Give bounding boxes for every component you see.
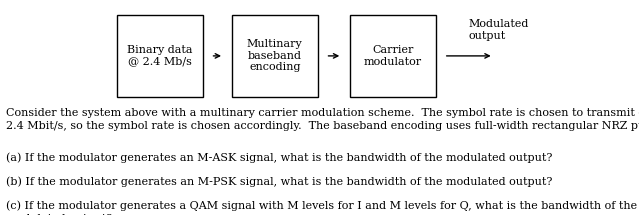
Bar: [116, 15, 203, 97]
Text: (c) If the modulator generates a QAM signal with M levels for I and M levels for: (c) If the modulator generates a QAM sig…: [6, 200, 638, 215]
Bar: [231, 15, 318, 97]
Text: Modulated
output: Modulated output: [468, 19, 528, 41]
Text: Consider the system above with a multinary carrier modulation scheme.  The symbo: Consider the system above with a multina…: [6, 108, 639, 131]
Bar: [350, 15, 436, 97]
Text: (a) If the modulator generates an M-ASK signal, what is the bandwidth of the mod: (a) If the modulator generates an M-ASK …: [6, 153, 553, 163]
Text: Carrier
modulator: Carrier modulator: [364, 45, 422, 67]
Text: Binary data
@ 2.4 Mb/s: Binary data @ 2.4 Mb/s: [127, 45, 192, 67]
Text: Multinary
baseband
encoding: Multinary baseband encoding: [247, 39, 303, 72]
Text: (b) If the modulator generates an M-PSK signal, what is the bandwidth of the mod: (b) If the modulator generates an M-PSK …: [6, 176, 553, 187]
